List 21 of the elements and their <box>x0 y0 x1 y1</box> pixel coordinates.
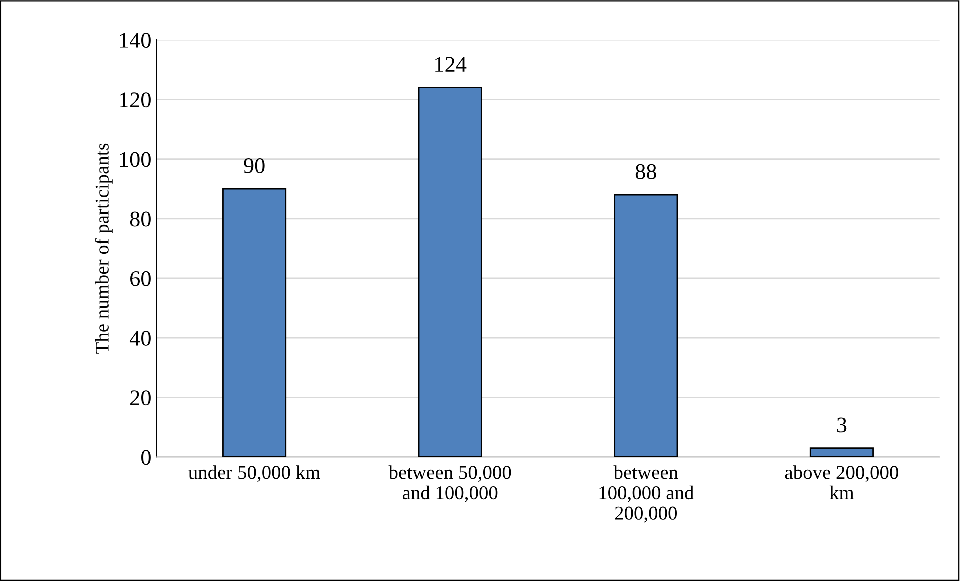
data-label: 90 <box>244 158 265 174</box>
y-tick-label: 140 <box>120 33 151 48</box>
bar <box>418 87 482 458</box>
x-tick-label: between 50,000 and 100,000 <box>388 466 512 502</box>
bar <box>810 448 874 458</box>
y-tick-label: 60 <box>130 271 151 286</box>
bar <box>614 194 678 458</box>
y-tick-label: 120 <box>120 92 151 108</box>
x-tick-label: between 100,000 and 200,000 <box>600 466 694 523</box>
x-tick-label: above 200,000 km <box>785 466 898 500</box>
y-tick-label: 0 <box>142 450 151 466</box>
y-tick-label: 100 <box>120 152 151 168</box>
x-tick-label: under 50,000 km <box>188 466 320 482</box>
bar <box>222 188 287 458</box>
data-label: 3 <box>837 418 847 433</box>
y-tick-label: 20 <box>130 390 151 406</box>
data-label: 88 <box>636 164 656 180</box>
y-tick-label: 40 <box>130 330 151 346</box>
y-tick-label: 80 <box>130 212 151 227</box>
data-label: 124 <box>436 57 467 72</box>
y-axis-title: The number of participants <box>95 144 113 354</box>
